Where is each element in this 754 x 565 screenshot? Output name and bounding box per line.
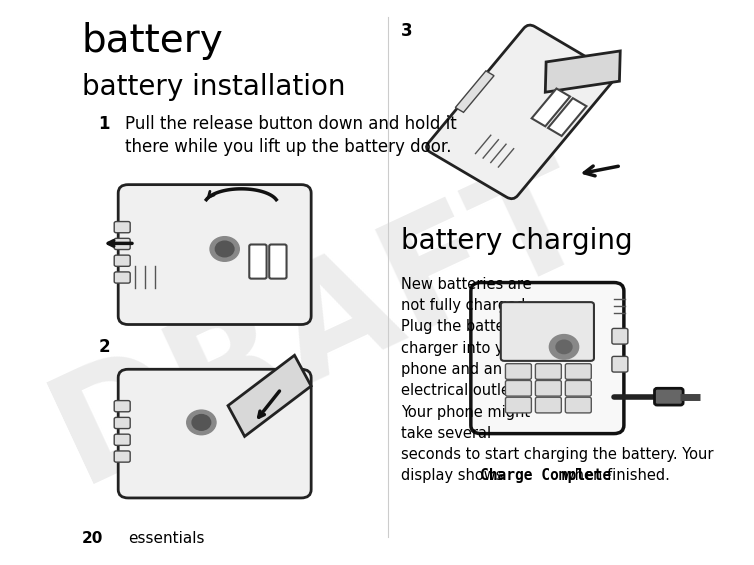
FancyBboxPatch shape [114,451,130,462]
Text: take several: take several [401,426,491,441]
Text: phone and an: phone and an [401,362,502,377]
Text: display shows: display shows [401,468,508,483]
FancyBboxPatch shape [118,370,311,498]
FancyBboxPatch shape [505,364,532,379]
Text: Charge Complete: Charge Complete [480,468,611,483]
Text: battery charging: battery charging [401,227,633,255]
Circle shape [216,241,234,257]
FancyBboxPatch shape [535,397,561,413]
FancyBboxPatch shape [566,364,591,379]
Circle shape [210,237,239,261]
Text: DRAFT: DRAFT [31,136,611,512]
FancyBboxPatch shape [535,364,561,379]
Text: Pull the release button down and hold it
there while you lift up the battery doo: Pull the release button down and hold it… [125,115,457,157]
Text: battery installation: battery installation [81,73,345,101]
Text: New batteries are: New batteries are [401,277,532,292]
FancyBboxPatch shape [612,328,628,344]
Polygon shape [455,71,494,112]
FancyBboxPatch shape [114,238,130,250]
FancyBboxPatch shape [566,380,591,396]
FancyBboxPatch shape [118,185,311,324]
Circle shape [187,410,216,434]
Text: battery: battery [81,23,223,60]
FancyBboxPatch shape [114,221,130,233]
Text: essentials: essentials [128,531,204,545]
FancyBboxPatch shape [505,380,532,396]
FancyBboxPatch shape [114,255,130,266]
Text: 20: 20 [81,531,103,545]
FancyBboxPatch shape [114,418,130,429]
FancyBboxPatch shape [654,388,683,405]
Circle shape [192,415,210,431]
FancyBboxPatch shape [427,25,615,199]
FancyBboxPatch shape [505,397,532,413]
Circle shape [556,340,572,354]
Polygon shape [228,355,311,436]
Text: electrical outlet.: electrical outlet. [401,383,520,398]
Text: 3: 3 [401,23,412,40]
Text: 1: 1 [98,115,110,133]
Text: not fully charged.: not fully charged. [401,298,530,313]
Text: seconds to start charging the battery. Your: seconds to start charging the battery. Y… [401,447,713,462]
Circle shape [550,334,578,359]
FancyBboxPatch shape [501,302,594,361]
Text: charger into your: charger into your [401,341,528,356]
FancyBboxPatch shape [114,272,130,283]
FancyBboxPatch shape [535,380,561,396]
Text: when finished.: when finished. [558,468,670,483]
FancyBboxPatch shape [250,245,267,279]
FancyBboxPatch shape [269,245,287,279]
FancyBboxPatch shape [114,401,130,412]
FancyBboxPatch shape [470,282,624,433]
FancyBboxPatch shape [114,434,130,445]
Polygon shape [532,89,570,127]
FancyBboxPatch shape [612,357,628,372]
Polygon shape [548,98,587,136]
Polygon shape [545,51,621,92]
Text: 2: 2 [98,338,110,357]
FancyBboxPatch shape [566,397,591,413]
Text: Your phone might: Your phone might [401,405,530,419]
Text: Plug the battery: Plug the battery [401,319,520,334]
